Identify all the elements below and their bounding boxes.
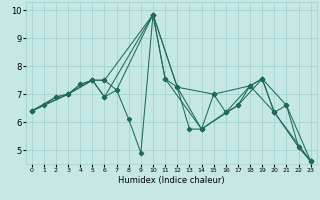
X-axis label: Humidex (Indice chaleur): Humidex (Indice chaleur) <box>118 176 225 185</box>
